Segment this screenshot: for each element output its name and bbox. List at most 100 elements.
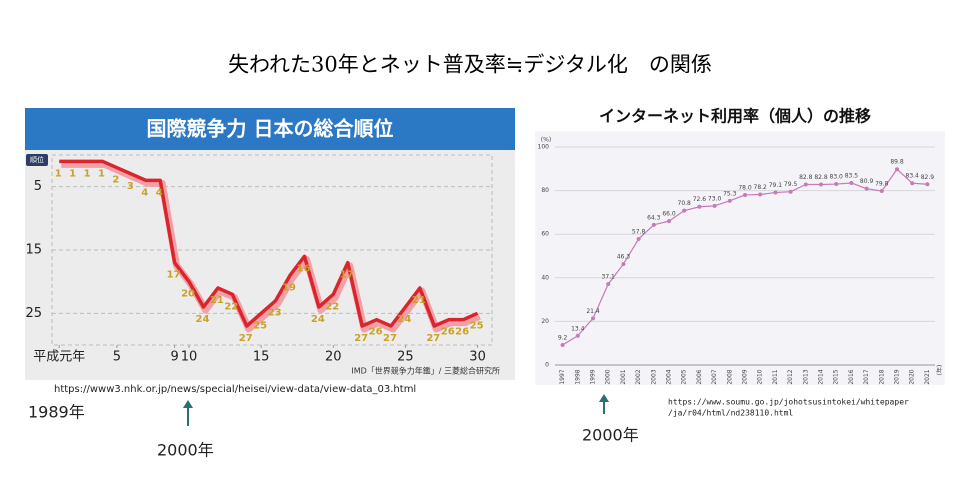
data-label: 4: [156, 187, 163, 198]
data-label: 57.8: [632, 228, 646, 235]
point: [925, 182, 930, 187]
x-tick-label: 1999: [590, 369, 597, 384]
x-tick-label: 2004: [666, 369, 673, 384]
line: [59, 159, 479, 328]
annotation: 2000年: [157, 441, 214, 460]
data-label: 89.8: [890, 159, 904, 166]
data-label: 9.2: [558, 334, 568, 341]
data-label: 1: [55, 168, 62, 179]
data-label: 78.0: [738, 184, 752, 191]
data-label: 26: [455, 327, 469, 338]
point: [819, 182, 823, 187]
data-label: 70.8: [678, 200, 692, 207]
data-label: 26: [441, 327, 455, 338]
arrow-head: [183, 400, 193, 408]
x-tick-label: 2015: [833, 369, 840, 384]
point: [560, 342, 565, 347]
chart-background: [535, 131, 945, 385]
x-tick-label: 5: [113, 350, 121, 365]
y-tick-label: 0: [545, 362, 549, 369]
x-tick-label: 2007: [711, 369, 718, 384]
data-label: 20: [181, 289, 195, 300]
data-label: 17: [167, 270, 181, 281]
chart-header: [25, 108, 515, 150]
x-tick-label: 30: [469, 350, 486, 365]
data-label: 24: [311, 314, 325, 325]
x-tick-label: 2005: [681, 369, 688, 384]
plot-frame: [51, 154, 493, 346]
x-tick-label: 2003: [650, 369, 657, 384]
x-tick-label: 2011: [772, 369, 779, 384]
data-label: 2: [112, 175, 119, 186]
y-axis-label: (%): [541, 137, 551, 144]
x-tick-label: 2013: [802, 369, 809, 384]
data-label: 83.0: [830, 174, 844, 181]
data-label: 83.5: [845, 172, 859, 179]
point: [636, 236, 641, 241]
x-tick-label: 2006: [696, 369, 703, 384]
arrow-head: [599, 394, 609, 402]
x-tick-label: 2016: [848, 369, 855, 384]
y-label-badge: [26, 154, 48, 166]
data-label: 4: [141, 187, 148, 198]
x-tick-label: 2020: [909, 369, 916, 384]
data-label: 27: [426, 333, 440, 344]
data-label: 72.6: [693, 196, 707, 203]
y-tick-label: 15: [25, 243, 42, 258]
x-axis-label: (年): [936, 365, 944, 376]
data-label: 26: [369, 327, 383, 338]
point: [621, 262, 626, 267]
point: [758, 192, 763, 197]
y-tick-label: 100: [538, 144, 550, 151]
data-label: 27: [354, 333, 368, 344]
y-tick-label: 25: [25, 306, 42, 321]
data-label: 79.5: [784, 181, 798, 188]
x-tick-label: 2002: [635, 369, 642, 384]
source-url: /ja/r04/html/nd238110.html: [668, 409, 793, 418]
point: [834, 182, 839, 187]
x-tick-label: 平成元年: [33, 350, 85, 365]
point: [667, 219, 671, 224]
data-label: 22: [224, 301, 238, 312]
data-label: 79.8: [875, 181, 889, 188]
data-label: 1: [84, 168, 91, 179]
x-tick-label: 1998: [574, 369, 581, 384]
x-tick-label: 20: [325, 350, 342, 365]
data-label: 82.9: [921, 174, 935, 181]
point: [879, 189, 884, 194]
x-tick-label: 2019: [894, 369, 901, 384]
x-tick-label: 2000: [605, 369, 612, 384]
data-label: 82.8: [799, 174, 813, 181]
x-tick-label: 25: [397, 350, 414, 365]
data-label: 27: [383, 333, 397, 344]
data-label: 80.9: [860, 178, 874, 185]
x-tick-label: 2008: [726, 369, 733, 384]
point: [682, 208, 687, 213]
data-label: 24: [397, 314, 411, 325]
point: [773, 190, 778, 195]
x-tick-label: 2009: [742, 369, 749, 384]
data-label: 25: [470, 320, 484, 331]
chart-source: IMD「世界競争力年鑑」/ 三菱総合研究所: [351, 366, 500, 376]
slide-title: 失われた30年とネット普及率≒デジタル化 の関係: [228, 53, 712, 77]
data-label: 21: [210, 295, 224, 306]
data-label: 1: [98, 168, 105, 179]
y-tick-label: 5: [34, 179, 42, 194]
point: [606, 282, 611, 287]
point: [727, 198, 732, 203]
x-tick-label: 1997: [559, 369, 566, 384]
data-label: 82.8: [814, 174, 828, 181]
data-label: 27: [239, 333, 253, 344]
data-label: 83.4: [906, 173, 920, 180]
y-tick-label: 80: [541, 187, 549, 194]
line-shadow: [61, 160, 481, 333]
source-url: https://www3.nhk.or.jp/news/special/heis…: [54, 384, 416, 395]
data-label: 75.3: [723, 190, 737, 197]
point: [591, 316, 595, 321]
data-label: 64.3: [647, 214, 661, 221]
x-tick-label: 2010: [757, 369, 764, 384]
x-tick-label: 2018: [878, 369, 885, 384]
x-tick-label: 10: [181, 350, 198, 365]
data-label: 66.0: [662, 211, 676, 218]
